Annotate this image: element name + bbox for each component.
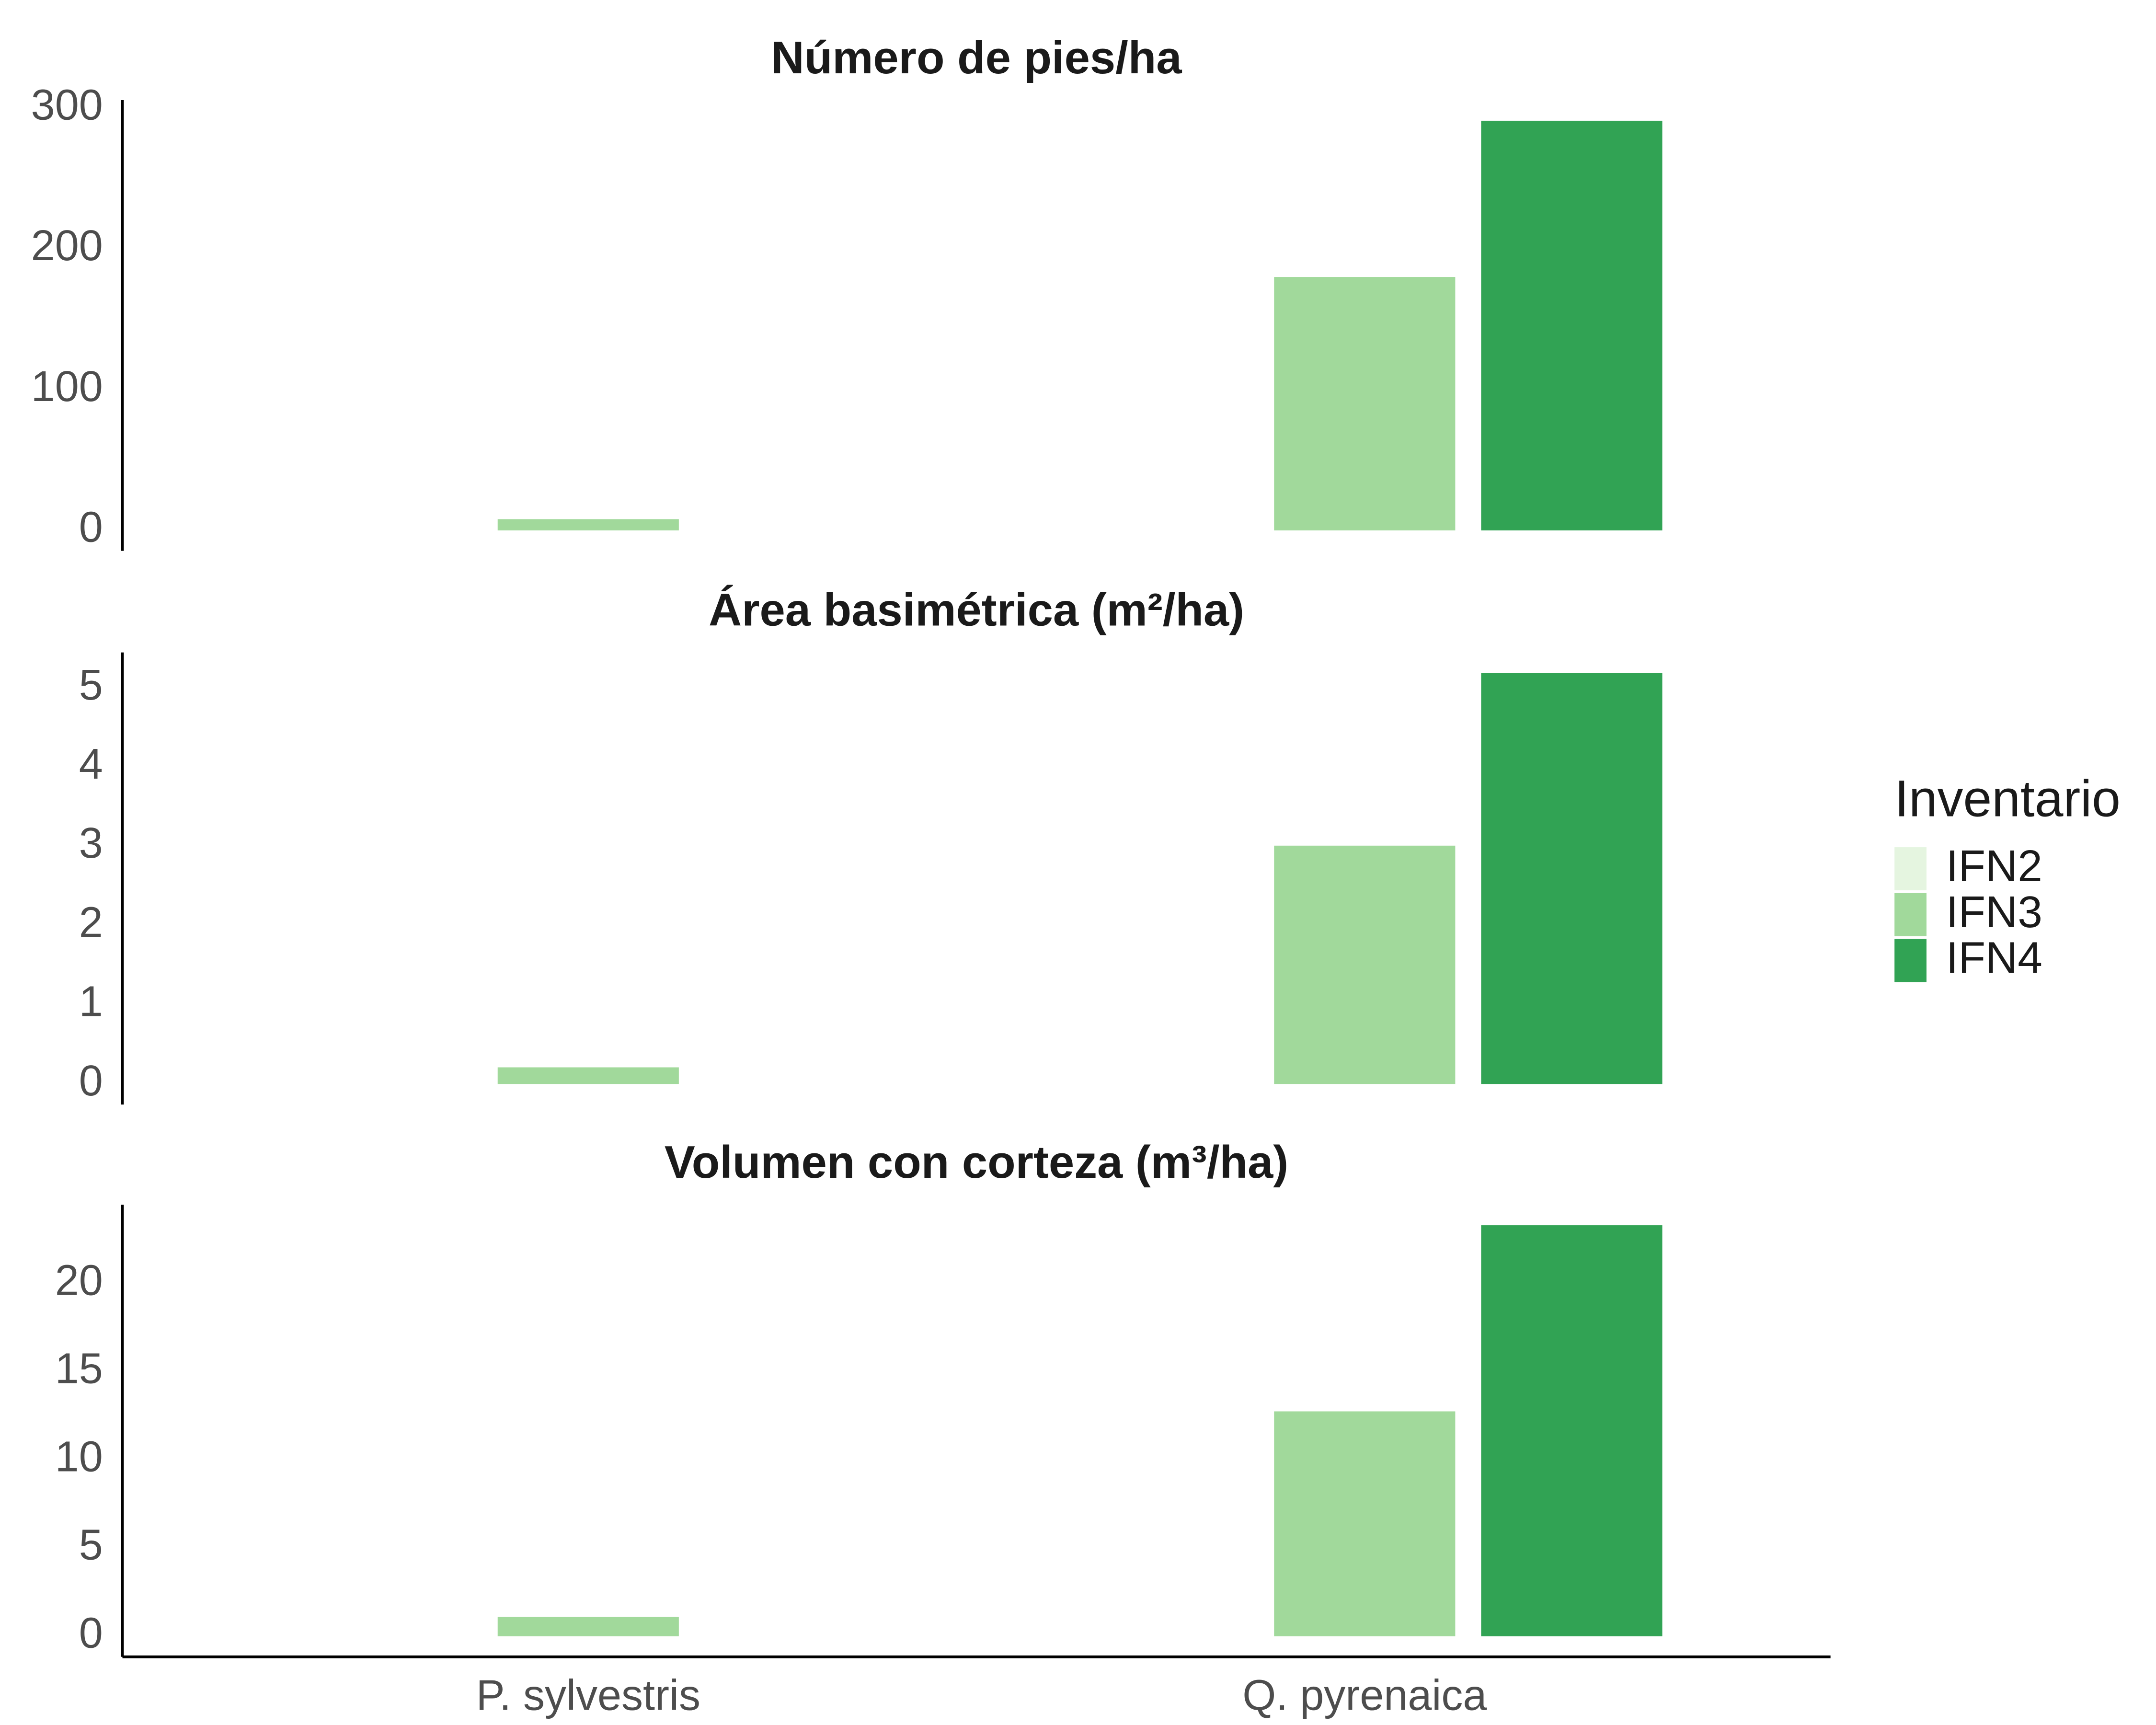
y-tick-label: 20 <box>55 1256 103 1304</box>
panel-title: Volumen con corteza (m³/ha) <box>665 1137 1288 1188</box>
y-tick-label: 3 <box>79 819 103 867</box>
panel-title: Área basimétrica (m²/ha) <box>709 585 1244 636</box>
y-tick-label: 300 <box>31 81 103 129</box>
legend-label: IFN4 <box>1946 933 2042 983</box>
panel-title: Número de pies/ha <box>771 32 1182 83</box>
y-tick-label: 1 <box>79 978 103 1026</box>
y-tick-label: 5 <box>79 661 103 709</box>
bar <box>497 1067 679 1084</box>
y-tick-label: 0 <box>79 1057 103 1105</box>
y-tick-label: 200 <box>31 222 103 270</box>
legend-key <box>1894 893 1927 936</box>
x-tick-label: P. sylvestris <box>476 1672 700 1720</box>
bar <box>1274 845 1456 1084</box>
legend-label: IFN3 <box>1946 887 2042 937</box>
bar <box>1481 673 1663 1084</box>
y-tick-label: 0 <box>79 1610 103 1657</box>
y-tick-label: 5 <box>79 1521 103 1569</box>
bar <box>1481 1225 1663 1636</box>
bar <box>1274 1411 1456 1636</box>
legend-key <box>1894 847 1927 891</box>
bar <box>1274 277 1456 530</box>
legend-key <box>1894 939 1927 982</box>
y-tick-label: 10 <box>55 1433 103 1481</box>
bar <box>497 519 679 530</box>
y-tick-label: 15 <box>55 1345 103 1392</box>
y-tick-label: 0 <box>79 504 103 552</box>
y-tick-label: 2 <box>79 898 103 946</box>
y-tick-label: 100 <box>31 363 103 411</box>
legend-label: IFN2 <box>1946 841 2042 891</box>
bar <box>497 1617 679 1636</box>
x-tick-label: Q. pyrenaica <box>1242 1672 1487 1720</box>
bar <box>1481 120 1663 530</box>
y-tick-label: 4 <box>79 740 103 788</box>
legend-title: Inventario <box>1894 770 2121 828</box>
